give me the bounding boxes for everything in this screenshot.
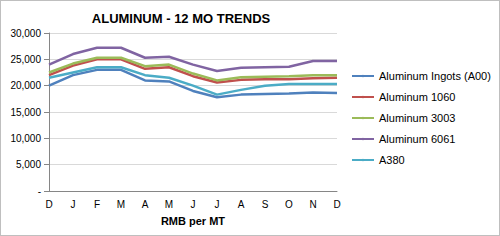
svg-text:D: D bbox=[333, 199, 340, 210]
svg-text:J: J bbox=[71, 199, 76, 210]
svg-text:M: M bbox=[117, 199, 125, 210]
svg-text:S: S bbox=[262, 199, 269, 210]
svg-text:A: A bbox=[142, 199, 149, 210]
svg-text:5,000: 5,000 bbox=[16, 159, 41, 170]
svg-text:A380: A380 bbox=[379, 154, 405, 166]
svg-text:30,000: 30,000 bbox=[10, 28, 41, 39]
svg-text:ALUMINUM - 12 MO TRENDS: ALUMINUM - 12 MO TRENDS bbox=[92, 11, 271, 26]
svg-text:15,000: 15,000 bbox=[10, 107, 41, 118]
svg-text:J: J bbox=[191, 199, 196, 210]
svg-text:10,000: 10,000 bbox=[10, 133, 41, 144]
svg-text:O: O bbox=[285, 199, 293, 210]
svg-text:J: J bbox=[215, 199, 220, 210]
svg-text:M: M bbox=[165, 199, 173, 210]
svg-text:RMB per MT: RMB per MT bbox=[161, 215, 225, 227]
svg-text:Aluminum 3003: Aluminum 3003 bbox=[379, 112, 455, 124]
svg-text:25,000: 25,000 bbox=[10, 54, 41, 65]
svg-text:D: D bbox=[45, 199, 52, 210]
svg-text:N: N bbox=[309, 199, 316, 210]
svg-text:F: F bbox=[94, 199, 100, 210]
svg-text:Aluminum Ingots (A00): Aluminum Ingots (A00) bbox=[379, 70, 491, 82]
svg-text:-: - bbox=[38, 186, 41, 197]
svg-text:A: A bbox=[238, 199, 245, 210]
svg-text:Aluminum 6061: Aluminum 6061 bbox=[379, 133, 455, 145]
svg-text:20,000: 20,000 bbox=[10, 80, 41, 91]
svg-text:Aluminum 1060: Aluminum 1060 bbox=[379, 91, 455, 103]
